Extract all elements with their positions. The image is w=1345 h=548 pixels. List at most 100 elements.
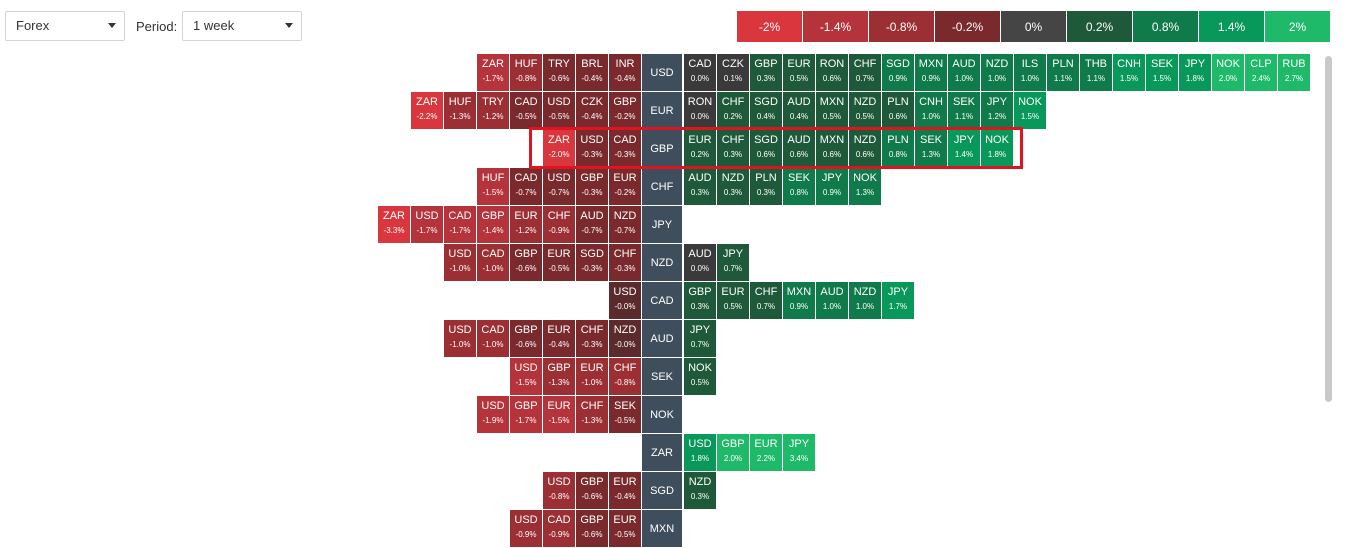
pair-cell-eur-czk[interactable]: CZK -0.4% [576, 92, 608, 129]
pair-cell-usd-cnh[interactable]: CNH 1.5% [1113, 54, 1145, 91]
pair-cell-chf-gbp[interactable]: GBP -0.3% [576, 168, 608, 205]
pair-cell-usd-huf[interactable]: HUF -0.8% [510, 54, 542, 91]
pair-cell-eur-nzd[interactable]: NZD 0.5% [849, 92, 881, 129]
pair-cell-eur-chf[interactable]: CHF 0.2% [717, 92, 749, 129]
pair-cell-eur-usd[interactable]: USD -0.5% [543, 92, 575, 129]
pair-cell-usd-sgd[interactable]: SGD 0.9% [882, 54, 914, 91]
pair-cell-eur-nok[interactable]: NOK 1.5% [1014, 92, 1046, 129]
pair-cell-eur-huf[interactable]: HUF -1.3% [444, 92, 476, 129]
pair-cell-cad-chf[interactable]: CHF 0.7% [750, 282, 782, 319]
pair-cell-nzd-sgd[interactable]: SGD -0.3% [576, 244, 608, 281]
pair-cell-eur-jpy[interactable]: JPY 1.2% [981, 92, 1013, 129]
pair-cell-usd-clp[interactable]: CLP 2.4% [1245, 54, 1277, 91]
pair-cell-usd-try[interactable]: TRY -0.6% [543, 54, 575, 91]
pair-cell-usd-nzd[interactable]: NZD 1.0% [981, 54, 1013, 91]
pair-cell-gbp-jpy[interactable]: JPY 1.4% [948, 130, 980, 167]
pair-cell-nzd-usd[interactable]: USD -1.0% [444, 244, 476, 281]
pair-cell-chf-pln[interactable]: PLN 0.3% [750, 168, 782, 205]
pair-cell-aud-jpy[interactable]: JPY 0.7% [684, 320, 716, 357]
pair-cell-sek-chf[interactable]: CHF -0.8% [609, 358, 641, 395]
pair-cell-nzd-gbp[interactable]: GBP -0.6% [510, 244, 542, 281]
pair-cell-eur-gbp[interactable]: GBP -0.2% [609, 92, 641, 129]
pair-cell-usd-jpy[interactable]: JPY 1.8% [1179, 54, 1211, 91]
pair-cell-aud-usd[interactable]: USD -1.0% [444, 320, 476, 357]
base-currency-sek[interactable]: SEK [642, 358, 682, 395]
pair-cell-usd-aud[interactable]: AUD 1.0% [948, 54, 980, 91]
pair-cell-usd-ron[interactable]: RON 0.6% [816, 54, 848, 91]
pair-cell-usd-ils[interactable]: ILS 1.0% [1014, 54, 1046, 91]
pair-cell-usd-chf[interactable]: CHF 0.7% [849, 54, 881, 91]
pair-cell-sek-eur[interactable]: EUR -1.0% [576, 358, 608, 395]
pair-cell-cad-jpy[interactable]: JPY 1.7% [882, 282, 914, 319]
pair-cell-eur-cnh[interactable]: CNH 1.0% [915, 92, 947, 129]
pair-cell-cad-gbp[interactable]: GBP 0.3% [684, 282, 716, 319]
base-currency-chf[interactable]: CHF [642, 168, 682, 205]
pair-cell-gbp-cad[interactable]: CAD -0.3% [609, 130, 641, 167]
pair-cell-sek-gbp[interactable]: GBP -1.3% [543, 358, 575, 395]
pair-cell-eur-pln[interactable]: PLN 0.6% [882, 92, 914, 129]
pair-cell-chf-nok[interactable]: NOK 1.3% [849, 168, 881, 205]
pair-cell-jpy-chf[interactable]: CHF -0.9% [543, 206, 575, 243]
pair-cell-gbp-pln[interactable]: PLN 0.8% [882, 130, 914, 167]
pair-cell-gbp-usd[interactable]: USD -0.3% [576, 130, 608, 167]
pair-cell-mxn-cad[interactable]: CAD -0.9% [543, 510, 575, 547]
base-currency-zar[interactable]: ZAR [642, 434, 682, 471]
pair-cell-zar-jpy[interactable]: JPY 3.4% [783, 434, 815, 471]
pair-cell-chf-aud[interactable]: AUD 0.3% [684, 168, 716, 205]
pair-cell-eur-cad[interactable]: CAD -0.5% [510, 92, 542, 129]
pair-cell-eur-sek[interactable]: SEK 1.1% [948, 92, 980, 129]
pair-cell-cad-eur[interactable]: EUR 0.5% [717, 282, 749, 319]
pair-cell-jpy-usd[interactable]: USD -1.7% [411, 206, 443, 243]
pair-cell-nzd-jpy[interactable]: JPY 0.7% [717, 244, 749, 281]
base-currency-sgd[interactable]: SGD [642, 472, 682, 509]
pair-cell-aud-chf[interactable]: CHF -0.3% [576, 320, 608, 357]
pair-cell-nzd-eur[interactable]: EUR -0.5% [543, 244, 575, 281]
pair-cell-usd-cad[interactable]: CAD 0.0% [684, 54, 716, 91]
pair-cell-gbp-aud[interactable]: AUD 0.6% [783, 130, 815, 167]
pair-cell-zar-eur[interactable]: EUR 2.2% [750, 434, 782, 471]
pair-cell-sgd-usd[interactable]: USD -0.8% [543, 472, 575, 509]
pair-cell-nok-sek[interactable]: SEK -0.5% [609, 396, 641, 433]
period-dropdown[interactable]: 1 week [182, 11, 302, 41]
base-currency-aud[interactable]: AUD [642, 320, 682, 357]
pair-cell-cad-aud[interactable]: AUD 1.0% [816, 282, 848, 319]
pair-cell-aud-eur[interactable]: EUR -0.4% [543, 320, 575, 357]
pair-cell-chf-sek[interactable]: SEK 0.8% [783, 168, 815, 205]
pair-cell-eur-sgd[interactable]: SGD 0.4% [750, 92, 782, 129]
pair-cell-eur-mxn[interactable]: MXN 0.5% [816, 92, 848, 129]
pair-cell-usd-inr[interactable]: INR -0.4% [609, 54, 641, 91]
pair-cell-zar-usd[interactable]: USD 1.8% [684, 434, 716, 471]
market-dropdown[interactable]: Forex [5, 11, 125, 41]
pair-cell-usd-thb[interactable]: THB 1.1% [1080, 54, 1112, 91]
pair-cell-usd-sek[interactable]: SEK 1.5% [1146, 54, 1178, 91]
pair-cell-mxn-eur[interactable]: EUR -0.5% [609, 510, 641, 547]
pair-cell-chf-usd[interactable]: USD -0.7% [543, 168, 575, 205]
pair-cell-chf-eur[interactable]: EUR -0.2% [609, 168, 641, 205]
pair-cell-chf-cad[interactable]: CAD -0.7% [510, 168, 542, 205]
base-currency-cad[interactable]: CAD [642, 282, 682, 319]
pair-cell-gbp-sgd[interactable]: SGD 0.6% [750, 130, 782, 167]
pair-cell-usd-czk[interactable]: CZK 0.1% [717, 54, 749, 91]
pair-cell-usd-mxn[interactable]: MXN 0.9% [915, 54, 947, 91]
pair-cell-gbp-zar[interactable]: ZAR -2.0% [543, 130, 575, 167]
pair-cell-mxn-gbp[interactable]: GBP -0.6% [576, 510, 608, 547]
pair-cell-mxn-usd[interactable]: USD -0.9% [510, 510, 542, 547]
pair-cell-sgd-eur[interactable]: EUR -0.4% [609, 472, 641, 509]
pair-cell-eur-zar[interactable]: ZAR -2.2% [411, 92, 443, 129]
pair-cell-aud-cad[interactable]: CAD -1.0% [477, 320, 509, 357]
base-currency-nzd[interactable]: NZD [642, 244, 682, 281]
pair-cell-cad-nzd[interactable]: NZD 1.0% [849, 282, 881, 319]
base-currency-nok[interactable]: NOK [642, 396, 682, 433]
pair-cell-nok-usd[interactable]: USD -1.9% [477, 396, 509, 433]
pair-cell-sek-nok[interactable]: NOK 0.5% [684, 358, 716, 395]
pair-cell-jpy-gbp[interactable]: GBP -1.4% [477, 206, 509, 243]
pair-cell-sgd-gbp[interactable]: GBP -0.6% [576, 472, 608, 509]
pair-cell-gbp-chf[interactable]: CHF 0.3% [717, 130, 749, 167]
base-currency-jpy[interactable]: JPY [642, 206, 682, 243]
pair-cell-usd-rub[interactable]: RUB 2.7% [1278, 54, 1310, 91]
pair-cell-usd-nok[interactable]: NOK 2.0% [1212, 54, 1244, 91]
pair-cell-gbp-mxn[interactable]: MXN 0.6% [816, 130, 848, 167]
pair-cell-gbp-eur[interactable]: EUR 0.2% [684, 130, 716, 167]
pair-cell-jpy-zar[interactable]: ZAR -3.3% [378, 206, 410, 243]
pair-cell-usd-pln[interactable]: PLN 1.1% [1047, 54, 1079, 91]
